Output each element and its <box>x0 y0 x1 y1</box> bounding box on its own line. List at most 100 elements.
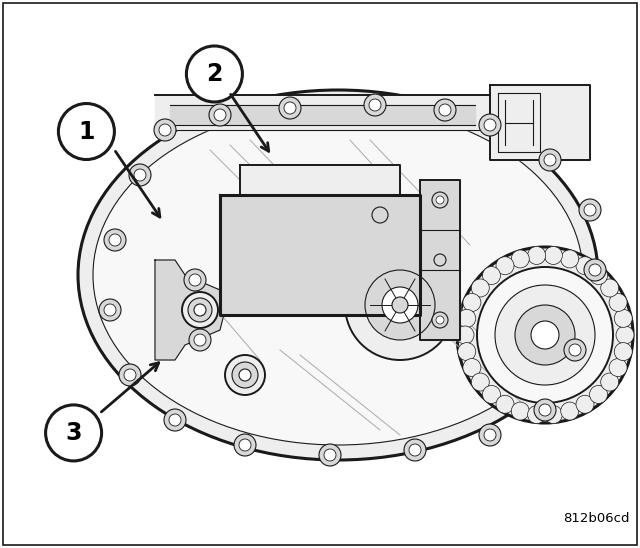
Circle shape <box>225 355 265 395</box>
Circle shape <box>584 204 596 216</box>
Circle shape <box>463 294 481 311</box>
Circle shape <box>564 339 586 361</box>
Circle shape <box>483 266 500 284</box>
Circle shape <box>99 299 121 321</box>
Circle shape <box>434 99 456 121</box>
Circle shape <box>164 409 186 431</box>
Circle shape <box>561 402 579 420</box>
Circle shape <box>232 362 258 388</box>
Circle shape <box>436 196 444 204</box>
Circle shape <box>457 247 633 423</box>
Circle shape <box>569 344 581 356</box>
Circle shape <box>184 269 206 291</box>
Circle shape <box>511 402 529 420</box>
Circle shape <box>284 102 296 114</box>
Circle shape <box>609 294 627 311</box>
Circle shape <box>545 247 563 265</box>
Circle shape <box>584 259 606 281</box>
Polygon shape <box>155 95 490 130</box>
Circle shape <box>483 385 500 403</box>
Circle shape <box>545 406 563 424</box>
Circle shape <box>129 164 151 186</box>
Circle shape <box>601 373 619 391</box>
Circle shape <box>194 304 206 316</box>
Circle shape <box>544 154 556 166</box>
Circle shape <box>234 434 256 456</box>
Text: 2: 2 <box>206 62 223 86</box>
Circle shape <box>589 264 601 276</box>
Ellipse shape <box>93 105 583 445</box>
Polygon shape <box>240 165 400 195</box>
Text: 3: 3 <box>65 421 82 445</box>
Circle shape <box>458 342 476 361</box>
Circle shape <box>434 254 446 266</box>
Circle shape <box>515 305 575 365</box>
Circle shape <box>539 404 551 416</box>
Circle shape <box>365 270 435 340</box>
Circle shape <box>576 395 594 413</box>
Polygon shape <box>220 195 420 315</box>
Circle shape <box>539 149 561 171</box>
Circle shape <box>404 439 426 461</box>
Circle shape <box>382 287 418 323</box>
Circle shape <box>589 266 607 284</box>
Circle shape <box>239 369 251 381</box>
Polygon shape <box>155 260 225 360</box>
Circle shape <box>58 104 115 159</box>
Circle shape <box>104 304 116 316</box>
Circle shape <box>495 285 595 385</box>
Circle shape <box>119 364 141 386</box>
Circle shape <box>159 124 171 136</box>
Polygon shape <box>490 85 590 160</box>
Circle shape <box>471 373 489 391</box>
Circle shape <box>124 369 136 381</box>
Circle shape <box>496 395 514 413</box>
Circle shape <box>239 439 251 451</box>
Circle shape <box>579 199 601 221</box>
Circle shape <box>576 256 594 275</box>
Circle shape <box>614 342 632 361</box>
Circle shape <box>601 279 619 297</box>
Circle shape <box>45 405 102 461</box>
Circle shape <box>496 256 514 275</box>
Circle shape <box>479 424 501 446</box>
Circle shape <box>169 414 181 426</box>
Polygon shape <box>420 180 460 340</box>
Circle shape <box>372 207 388 223</box>
Circle shape <box>484 119 496 131</box>
Circle shape <box>477 267 613 403</box>
Circle shape <box>409 444 421 456</box>
Circle shape <box>484 429 496 441</box>
Circle shape <box>392 297 408 313</box>
Circle shape <box>104 229 126 251</box>
Circle shape <box>561 250 579 268</box>
Ellipse shape <box>78 90 598 460</box>
Circle shape <box>609 358 627 376</box>
Circle shape <box>614 310 632 327</box>
FancyBboxPatch shape <box>3 3 637 545</box>
Circle shape <box>471 279 489 297</box>
Circle shape <box>345 250 455 360</box>
Circle shape <box>109 234 121 246</box>
Circle shape <box>456 326 474 344</box>
Circle shape <box>194 334 206 346</box>
Circle shape <box>188 298 212 322</box>
Circle shape <box>186 46 243 102</box>
Circle shape <box>209 104 231 126</box>
Circle shape <box>439 104 451 116</box>
Circle shape <box>154 119 176 141</box>
Circle shape <box>589 385 607 403</box>
Circle shape <box>432 312 448 328</box>
Circle shape <box>511 250 529 268</box>
Text: 812b06cd: 812b06cd <box>563 511 629 524</box>
Circle shape <box>463 358 481 376</box>
Circle shape <box>319 444 341 466</box>
Circle shape <box>534 399 556 421</box>
Polygon shape <box>170 105 475 125</box>
Circle shape <box>458 310 476 327</box>
Circle shape <box>324 449 336 461</box>
Circle shape <box>479 114 501 136</box>
Text: 1: 1 <box>78 119 95 144</box>
Circle shape <box>134 169 146 181</box>
Circle shape <box>369 99 381 111</box>
